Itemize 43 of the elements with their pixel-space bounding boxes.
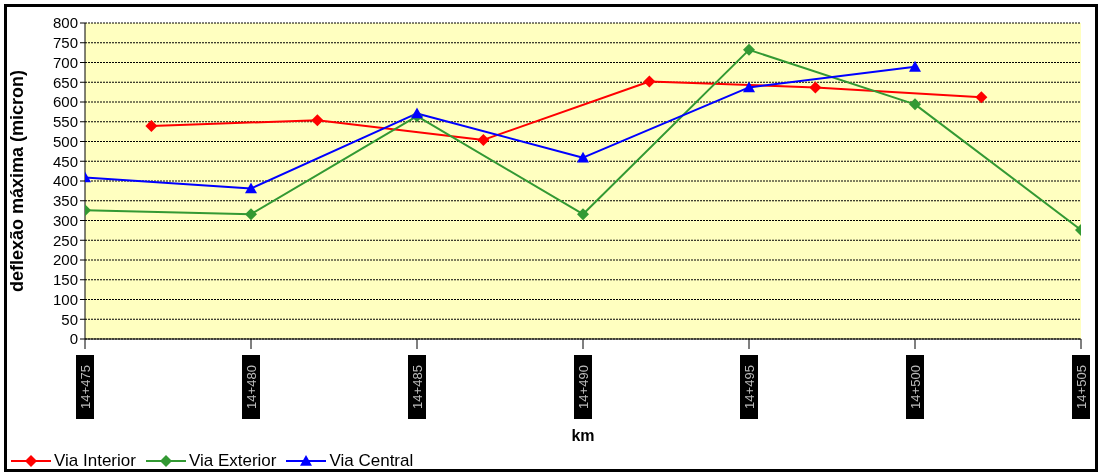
y-tick-label: 800 (52, 14, 78, 32)
point (809, 81, 822, 94)
point (411, 107, 423, 119)
point (975, 91, 988, 104)
y-tick-label: 250 (52, 231, 78, 249)
y-tick-label: 0 (69, 330, 78, 348)
y-tick-label: 100 (52, 290, 78, 308)
y-axis-title: deflexão máxima (micron) (7, 69, 28, 293)
y-tick-label: 350 (52, 192, 78, 210)
x-axis-title: km (571, 427, 595, 444)
x-tick-label: 14+495 (742, 365, 757, 409)
y-tick-label: 500 (52, 132, 78, 150)
legend-label: Via Central (329, 451, 414, 471)
point (743, 81, 755, 93)
legend-label: Via Interior (54, 451, 136, 471)
y-tick-label: 550 (52, 113, 78, 131)
y-tick-label: 650 (52, 73, 78, 91)
point (245, 182, 257, 194)
y-tick-label: 750 (52, 34, 78, 52)
point (311, 114, 324, 127)
legend-label: Via Exterior (188, 451, 277, 471)
x-tick-label: 14+490 (576, 365, 591, 409)
x-tick-label: 14+505 (1074, 365, 1089, 409)
y-tick-label: 600 (52, 93, 78, 111)
point (909, 98, 921, 111)
y-tick-label: 450 (52, 152, 78, 170)
point (577, 208, 589, 221)
y-tick-label: 50 (61, 310, 78, 328)
point (245, 208, 257, 221)
point (909, 60, 921, 72)
y-tick-label: 200 (52, 251, 78, 269)
point (145, 120, 158, 133)
y-tick-label: 300 (52, 211, 78, 229)
x-tick-label: 14+500 (908, 365, 923, 409)
point (477, 133, 490, 146)
y-tick-label: 700 (52, 53, 78, 71)
point (743, 43, 755, 56)
y-tick-label: 150 (52, 271, 78, 289)
x-tick-label: 14+475 (78, 365, 93, 409)
x-tick-label: 14+485 (410, 365, 425, 409)
x-tick-label: 14+480 (244, 365, 259, 409)
y-tick-label: 400 (52, 172, 78, 190)
point (643, 75, 656, 88)
